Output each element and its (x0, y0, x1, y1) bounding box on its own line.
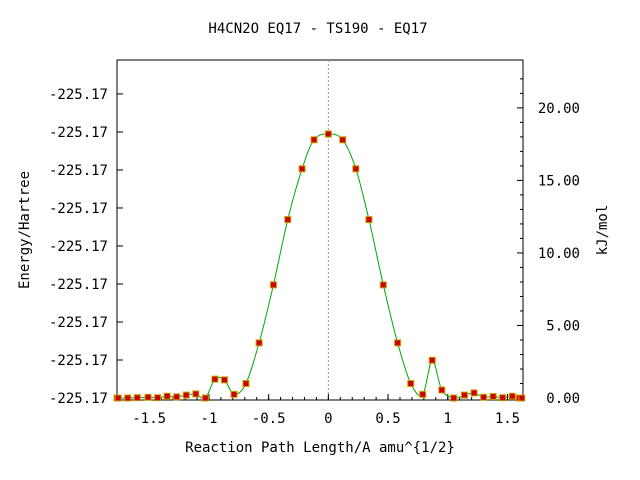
data-point (182, 391, 190, 399)
data-point (173, 393, 181, 401)
x-tick-label: 0 (324, 411, 332, 427)
x-axis-label: Reaction Path Length/A amu^{1/2} (185, 440, 455, 456)
data-point (460, 391, 468, 399)
data-point (211, 375, 219, 383)
right-tick-label: 20.00 (538, 101, 580, 117)
data-point (508, 392, 516, 400)
y-axis-left: -225.17 -225.17 -225.17 -225.17 -225.17 -225.… (49, 87, 123, 407)
data-point (192, 390, 200, 398)
data-point (419, 390, 427, 398)
data-point (394, 339, 402, 347)
left-tick-label: -225.17 (49, 391, 108, 407)
data-point (255, 339, 263, 347)
data-point (428, 356, 436, 364)
data-point (114, 394, 122, 402)
data-point (230, 390, 238, 398)
data-point (144, 393, 152, 401)
x-axis: -1.5 -1 -0.5 0 0.5 1 1.5 (124, 394, 520, 427)
plot-frame (116, 59, 524, 401)
left-tick-label: -225.17 (49, 315, 108, 331)
data-point (124, 394, 132, 402)
y-axis-right-label: kJ/mol (595, 205, 611, 256)
data-point (324, 130, 332, 138)
data-point (242, 379, 250, 387)
data-point (499, 394, 507, 402)
data-point (269, 281, 277, 289)
data-point (298, 165, 306, 173)
right-tick-label: 5.00 (546, 318, 580, 334)
y-axis-right: 0.00 5.00 10.00 15.00 20.00 (517, 78, 580, 407)
data-points (113, 130, 526, 402)
left-tick-label: -225.17 (49, 87, 108, 103)
data-point (352, 165, 360, 173)
data-point (133, 394, 141, 402)
data-point (470, 389, 478, 397)
left-tick-label: -225.17 (49, 125, 108, 141)
data-point (489, 393, 497, 401)
x-tick-label: 1.5 (495, 411, 520, 427)
chart-title: H4CN2O EQ17 - TS190 - EQ17 (208, 21, 427, 37)
energy-curve (116, 133, 522, 400)
data-point (163, 392, 171, 400)
data-point (284, 216, 292, 224)
data-point (480, 393, 488, 401)
data-point (518, 394, 526, 402)
left-tick-label: -225.17 (49, 163, 108, 179)
data-point (201, 394, 209, 402)
x-tick-label: 0.5 (375, 411, 400, 427)
right-tick-label: 0.00 (546, 391, 580, 407)
left-tick-label: -225.17 (49, 353, 108, 369)
right-tick-label: 10.00 (538, 246, 580, 262)
x-tick-label: -1.5 (132, 411, 166, 427)
x-tick-label: 1 (444, 411, 452, 427)
left-tick-label: -225.17 (49, 277, 108, 293)
data-point (365, 216, 373, 224)
data-point (220, 376, 228, 384)
right-tick-label: 15.00 (538, 173, 580, 189)
data-point (154, 394, 162, 402)
left-tick-label: -225.17 (49, 239, 108, 255)
data-point (438, 386, 446, 394)
data-point (379, 281, 387, 289)
data-point (407, 379, 415, 387)
x-tick-label: -1 (201, 411, 218, 427)
left-tick-label: -225.17 (49, 201, 108, 217)
data-point (310, 136, 318, 144)
data-point (450, 394, 458, 402)
y-axis-left-label: Energy/Hartree (17, 171, 33, 289)
data-point (339, 136, 347, 144)
x-tick-label: -0.5 (252, 411, 286, 427)
